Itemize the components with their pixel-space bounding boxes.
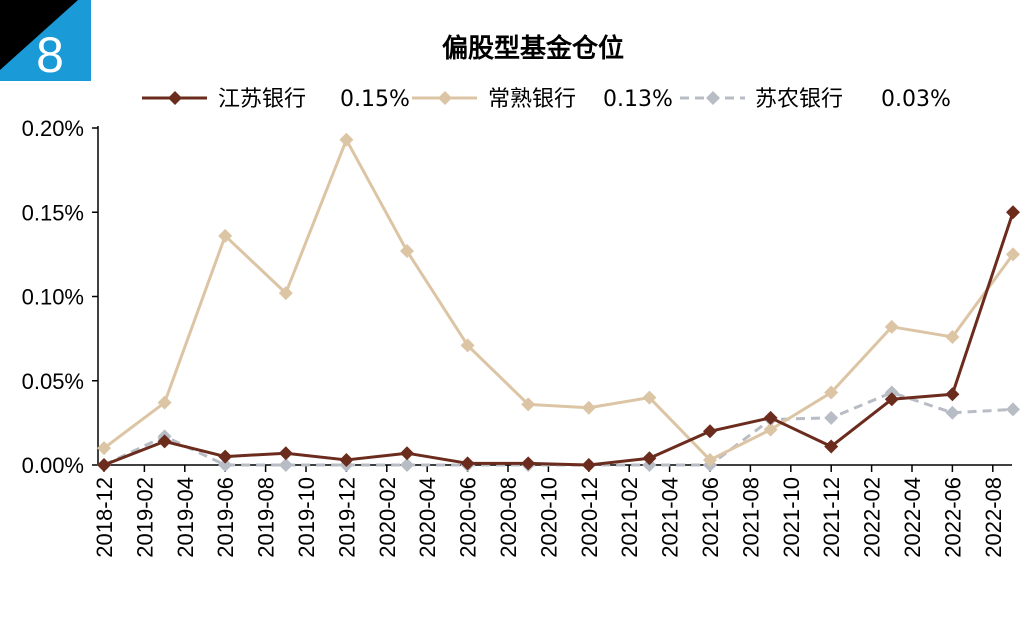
legend-item-1: 江苏银行 0.15% <box>142 87 410 112</box>
data-point <box>763 422 778 437</box>
series-line <box>103 138 1015 462</box>
data-point <box>339 132 354 147</box>
x-tick-label: 2019-08 <box>254 477 279 558</box>
legend-item-2: 常熟银行 0.13% <box>412 87 673 112</box>
legend-label: 苏农银行 <box>755 87 843 112</box>
x-tick-label: 2021-12 <box>819 477 844 558</box>
data-point <box>97 458 111 472</box>
data-point <box>97 441 111 456</box>
data-point <box>945 329 960 344</box>
x-tick-label: 2018-12 <box>92 477 117 558</box>
data-point <box>703 452 717 467</box>
data-point <box>642 390 657 405</box>
chart-number-badge: 8 <box>0 0 91 81</box>
legend-value: 0.03% <box>881 87 951 112</box>
x-tick-label: 2022-04 <box>900 477 925 558</box>
data-point <box>763 410 778 425</box>
data-point <box>278 458 293 472</box>
x-tick-label: 2019-06 <box>213 477 238 558</box>
legend-marker <box>168 91 182 105</box>
x-tick-label: 2022-02 <box>860 477 885 558</box>
data-point <box>218 228 233 243</box>
data-point <box>824 385 839 400</box>
data-point <box>460 338 475 353</box>
x-tick-label: 2019-10 <box>294 477 319 558</box>
data-point <box>945 405 960 420</box>
legend-item-3: 苏农银行 0.03% <box>680 87 951 112</box>
data-point <box>521 456 536 471</box>
x-tick-label: 2021-08 <box>738 477 763 558</box>
data-point <box>460 456 475 471</box>
x-tick-label: 2020-02 <box>375 477 400 558</box>
data-point <box>884 319 899 334</box>
data-point <box>1006 205 1020 220</box>
data-point <box>824 410 839 425</box>
data-point <box>642 451 657 466</box>
series-line <box>103 391 1014 467</box>
data-point <box>157 434 172 449</box>
x-tick-label: 2020-04 <box>415 477 440 558</box>
data-point <box>278 446 293 461</box>
data-point <box>157 395 172 410</box>
x-tick-label: 2022-06 <box>940 477 965 558</box>
x-tick-label: 2021-02 <box>617 477 642 558</box>
data-point <box>339 452 354 467</box>
series-layer <box>97 132 1020 472</box>
y-tick-label: 0.05% <box>22 369 84 394</box>
x-tick-label: 2020-10 <box>536 477 561 558</box>
series-3 <box>97 385 1020 472</box>
data-point <box>945 387 960 402</box>
x-tick-label: 2020-06 <box>456 477 481 558</box>
series-line <box>103 211 1015 467</box>
data-point <box>278 286 293 301</box>
data-point <box>884 392 899 407</box>
data-point <box>218 449 233 464</box>
series-2 <box>97 132 1020 467</box>
y-axis: 0.00% 0.05% 0.10% 0.15% 0.20% <box>22 116 99 478</box>
x-tick-label: 2020-12 <box>577 477 602 558</box>
x-tick-label: 2020-08 <box>496 477 521 558</box>
badge-number: 8 <box>36 27 64 81</box>
x-tick-label: 2022-08 <box>981 477 1006 558</box>
x-tick-label: 2019-12 <box>334 477 359 558</box>
data-point <box>218 458 233 472</box>
data-point <box>400 458 414 472</box>
x-tick-label: 2021-10 <box>779 477 804 558</box>
y-tick-label: 0.00% <box>22 453 84 478</box>
legend-value: 0.13% <box>603 87 673 112</box>
data-point <box>521 397 536 412</box>
chart-title: 偏股型基金仓位 <box>442 33 624 64</box>
x-tick-label: 2021-06 <box>698 477 723 558</box>
data-point <box>824 439 839 454</box>
x-axis: 2018-12 2019-02 2019-04 2019-06 2019-08 2019-… <box>92 464 1012 558</box>
legend-marker <box>706 91 720 105</box>
legend-value: 0.15% <box>340 87 410 112</box>
x-tick-label: 2021-04 <box>658 477 683 558</box>
y-tick-label: 0.15% <box>22 200 84 225</box>
legend-label: 常熟银行 <box>488 87 576 112</box>
y-tick-label: 0.10% <box>22 285 84 310</box>
data-point <box>581 400 596 415</box>
badge-corner <box>0 0 78 70</box>
legend-label: 江苏银行 <box>218 87 306 112</box>
data-point <box>400 446 414 461</box>
legend-marker <box>438 91 452 105</box>
y-tick-label: 0.20% <box>22 116 84 141</box>
data-point <box>703 424 717 439</box>
x-tick-label: 2019-02 <box>132 477 157 558</box>
legend: 江苏银行 0.15% 常熟银行 0.13% 苏农银行 0.03% <box>142 87 951 112</box>
data-point <box>581 458 596 472</box>
data-point <box>400 244 414 259</box>
series-1 <box>97 205 1020 472</box>
x-tick-label: 2019-04 <box>173 477 198 558</box>
data-point <box>1006 247 1020 262</box>
data-point <box>1006 402 1020 417</box>
